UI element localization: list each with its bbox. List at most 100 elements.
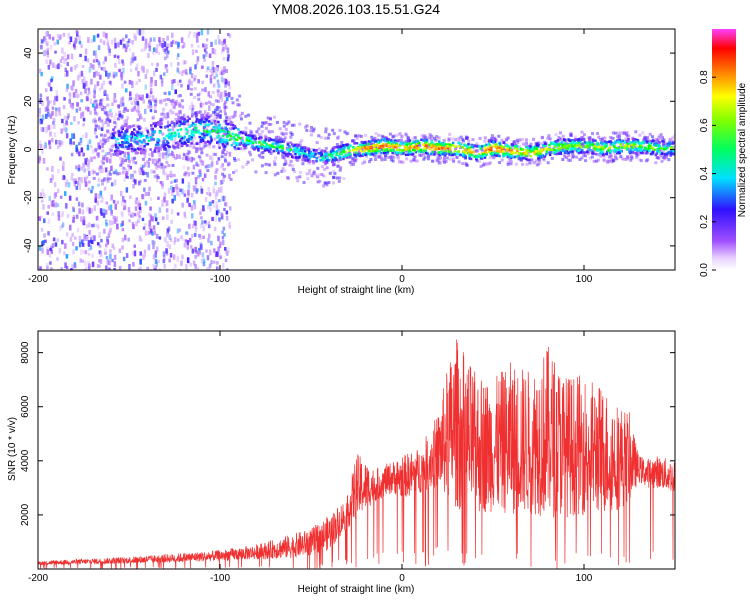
spectrogram-cell bbox=[449, 150, 453, 154]
spectrogram-cell bbox=[235, 143, 238, 147]
spectrogram-cell bbox=[292, 145, 295, 148]
spectrogram-cell bbox=[239, 147, 242, 151]
spectrogram-cell bbox=[443, 160, 446, 164]
spectrogram-cell bbox=[209, 135, 212, 138]
spectrogram-cell bbox=[180, 83, 183, 88]
spectrogram-cell bbox=[374, 144, 377, 147]
spectrogram-cell bbox=[435, 142, 438, 146]
spectrogram-cell bbox=[226, 123, 229, 126]
spectrogram-cell bbox=[101, 142, 104, 149]
spectrogram-cell bbox=[300, 149, 304, 152]
spectrogram-cell bbox=[40, 199, 44, 203]
spectrogram-cell bbox=[130, 132, 133, 136]
spectrogram-cell bbox=[87, 169, 91, 176]
spectrogram-cell bbox=[237, 131, 241, 135]
spectrogram-cell bbox=[47, 204, 50, 209]
spectrogram-cell bbox=[87, 37, 90, 43]
spectrogram-cell bbox=[561, 149, 564, 152]
spectrogram-cell bbox=[573, 143, 576, 147]
spectrogram-cell bbox=[468, 148, 471, 152]
spectrogram-cell bbox=[646, 150, 649, 153]
spectrogram-cell bbox=[98, 244, 102, 248]
spectrogram-cell bbox=[164, 103, 168, 107]
spectrogram-cell bbox=[469, 151, 473, 154]
spectrogram-cell bbox=[135, 94, 138, 100]
spectrogram-cell bbox=[201, 138, 205, 142]
spectrogram-cell bbox=[82, 117, 86, 122]
spectrogram-cell bbox=[339, 158, 342, 161]
spectrogram-cell bbox=[46, 211, 49, 215]
spectrogram-cell bbox=[154, 158, 158, 162]
spectrogram-cell bbox=[281, 167, 285, 171]
spectrogram-cell bbox=[188, 125, 191, 129]
spectrogram-cell bbox=[364, 133, 368, 137]
spectrogram-cell bbox=[204, 220, 207, 224]
spectrogram-cell bbox=[102, 155, 106, 159]
spectrogram-cell bbox=[275, 149, 279, 152]
spectrogram-cell bbox=[521, 162, 524, 166]
spectrogram-cell bbox=[223, 102, 226, 109]
spectrogram-cell bbox=[380, 151, 383, 155]
spectrogram-cell bbox=[425, 138, 429, 142]
spectrogram-cell bbox=[387, 147, 391, 151]
spectrogram-cell bbox=[151, 116, 155, 120]
spectrogram-cell bbox=[163, 263, 166, 269]
spectrogram-cell bbox=[106, 268, 110, 270]
spectrogram-cell bbox=[285, 152, 289, 156]
spectrogram-cell bbox=[331, 128, 335, 132]
spectrogram-cell bbox=[219, 180, 223, 185]
spectrogram-cell bbox=[104, 121, 108, 125]
spectrogram-cell bbox=[160, 164, 164, 169]
spectrogram-cell bbox=[204, 123, 208, 127]
spectrogram-cell bbox=[399, 148, 402, 152]
spectrogram-cell bbox=[170, 219, 173, 224]
spectrogram-cell bbox=[177, 145, 181, 149]
spectrogram-cell bbox=[204, 141, 207, 144]
spectrogram-cell bbox=[178, 124, 181, 127]
spectrogram-cell bbox=[42, 50, 46, 56]
spectrogram-cell bbox=[389, 149, 393, 152]
spectrogram-cell bbox=[554, 133, 558, 137]
spectrogram-cell bbox=[510, 143, 514, 146]
spectrogram-cell bbox=[162, 168, 165, 175]
spectrogram-cell bbox=[236, 143, 240, 147]
spectrogram-cell bbox=[657, 136, 661, 140]
spectrogram-cell bbox=[98, 232, 101, 239]
spectrogram-cell bbox=[120, 126, 123, 129]
spectrogram-cell bbox=[154, 213, 157, 218]
spectrogram-cell bbox=[121, 143, 124, 147]
spectrogram-cell bbox=[168, 124, 172, 127]
spectrogram-cell bbox=[161, 199, 164, 204]
spectrogram-cell bbox=[350, 159, 354, 163]
spectrogram-cell bbox=[111, 136, 114, 140]
spectrogram-cell bbox=[194, 123, 197, 126]
spectrogram-cell bbox=[648, 132, 652, 136]
spectrogram-cell bbox=[94, 223, 97, 228]
spectrogram-cell bbox=[438, 145, 441, 148]
spectrogram-cell bbox=[438, 156, 442, 160]
spectrogram-cell bbox=[75, 108, 79, 113]
spectrogram-cell bbox=[209, 114, 213, 118]
spectrogram-cell bbox=[117, 149, 120, 152]
spectrogram-cell bbox=[43, 192, 46, 199]
spectrogram-marks bbox=[38, 29, 675, 270]
spectrogram-cell bbox=[98, 259, 101, 263]
spectrogram-cell bbox=[626, 143, 629, 147]
spectrogram-cell bbox=[204, 87, 207, 93]
spectrogram-cell bbox=[559, 146, 563, 150]
spectrogram-cell bbox=[499, 150, 502, 153]
spectrogram-cell bbox=[93, 35, 96, 41]
spectrogram-cell bbox=[537, 143, 540, 147]
spectrogram-cell bbox=[137, 200, 141, 207]
x-tick-label: -100 bbox=[210, 573, 230, 584]
spectrogram-cell bbox=[488, 139, 492, 143]
spectrogram-cell bbox=[182, 60, 186, 65]
spectrogram-cell bbox=[571, 150, 574, 153]
spectrogram-cell bbox=[308, 171, 312, 175]
spectrogram-cell bbox=[487, 146, 490, 150]
spectrogram-cell bbox=[250, 138, 253, 142]
spectrogram-cell bbox=[137, 143, 141, 147]
spectrogram-cell bbox=[171, 125, 175, 132]
spectrogram-cell bbox=[84, 250, 88, 255]
